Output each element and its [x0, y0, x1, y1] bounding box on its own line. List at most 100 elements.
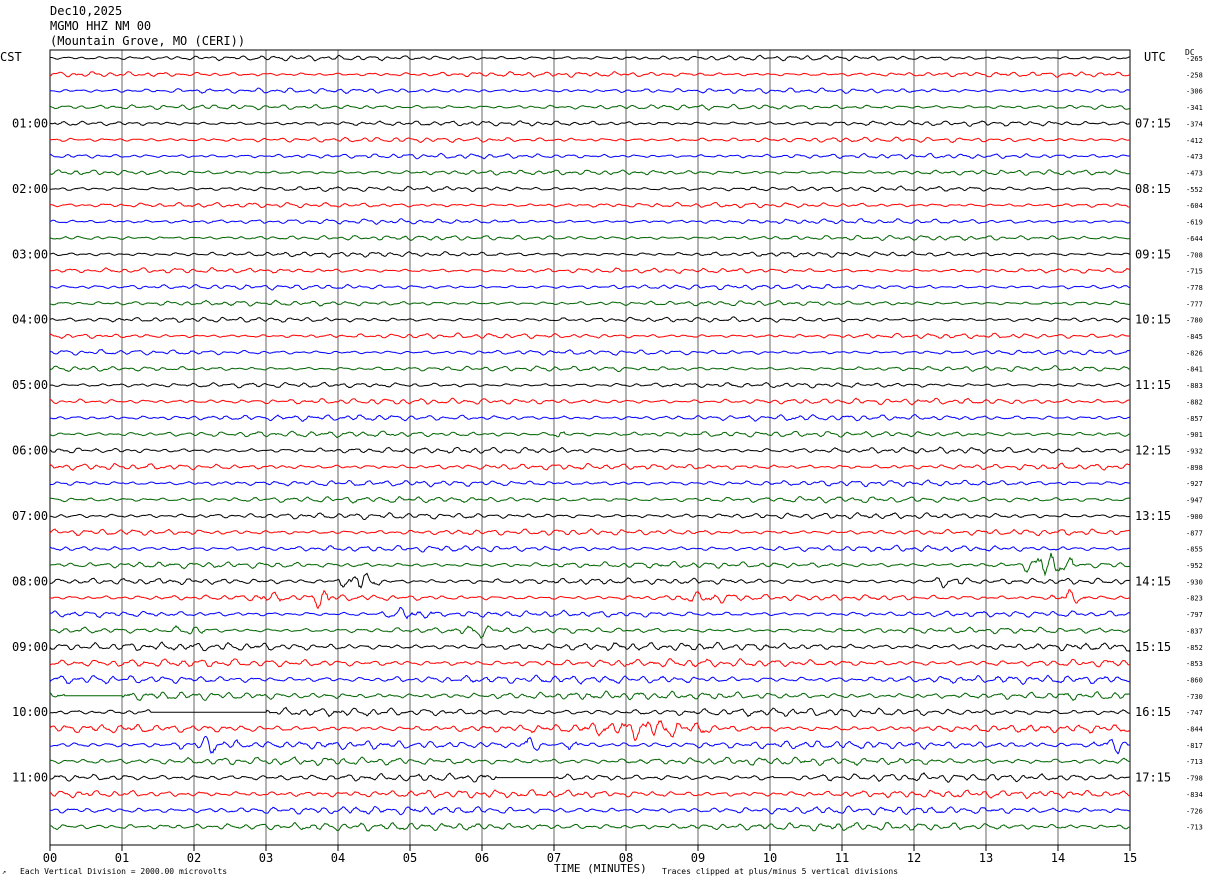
x-tick-label: 01 [115, 851, 129, 865]
seismic-trace [49, 735, 1131, 755]
dc-offset-label: -708 [1186, 251, 1203, 259]
x-tick-label: 08 [619, 851, 633, 865]
dc-offset-label: -797 [1186, 611, 1203, 619]
dc-offset-label: -930 [1186, 578, 1203, 586]
footer-scale-note: Each Vertical Division = 2000.00 microvo… [20, 867, 228, 876]
seismic-trace [49, 756, 1131, 767]
seismic-trace [49, 690, 1131, 702]
left-hour-label: 03:00 [12, 247, 48, 261]
seismic-trace [49, 71, 1131, 78]
x-tick-label: 15 [1123, 851, 1137, 865]
seismic-trace [49, 152, 1131, 160]
dc-offset-label: -265 [1186, 55, 1203, 63]
dc-offset-label: -882 [1186, 398, 1203, 406]
seismic-trace [49, 185, 1131, 193]
right-timezone: UTC [1144, 50, 1166, 64]
dc-offset-label: -730 [1186, 693, 1203, 701]
dc-offset-label: -834 [1186, 791, 1203, 799]
dc-offset-label: -604 [1186, 202, 1203, 210]
x-tick-label: 02 [187, 851, 201, 865]
dc-offset-label: -877 [1186, 529, 1203, 537]
seismic-trace [49, 430, 1131, 439]
left-hour-label: 04:00 [12, 313, 48, 327]
seismic-trace [49, 821, 1131, 832]
dc-offset-label: -726 [1186, 807, 1203, 815]
dc-offset-label: -715 [1186, 268, 1203, 276]
dc-offset-label: -860 [1186, 676, 1203, 684]
dc-offset-label: -883 [1186, 382, 1203, 390]
seismic-trace [49, 479, 1131, 488]
x-tick-label: 14 [1051, 851, 1065, 865]
seismic-trace [49, 120, 1131, 127]
dc-offset-label: -777 [1186, 300, 1203, 308]
left-hour-label: 01:00 [12, 116, 48, 130]
x-tick-label: 11 [835, 851, 849, 865]
seismic-trace [49, 365, 1131, 372]
dc-offset-label: -857 [1186, 415, 1203, 423]
dc-offset-label: -258 [1186, 71, 1203, 79]
seismic-trace [49, 169, 1131, 176]
left-hour-label: 02:00 [12, 182, 48, 196]
seismic-trace [49, 789, 1130, 800]
dc-offset-label: -844 [1186, 726, 1203, 734]
seismic-trace [49, 316, 1131, 323]
dc-offset-label: -826 [1186, 349, 1203, 357]
dc-offset-label: -374 [1186, 120, 1203, 128]
right-hour-label: 16:15 [1135, 705, 1171, 719]
dc-offset-label: -947 [1186, 497, 1203, 505]
seismic-trace [49, 397, 1131, 406]
right-hour-label: 14:15 [1135, 574, 1171, 588]
seismic-trace [49, 572, 1131, 589]
seismic-trace [49, 719, 1131, 742]
dc-offset-label: -817 [1186, 742, 1203, 750]
seismic-trace [50, 267, 1131, 275]
dc-offset-label: -853 [1186, 660, 1203, 668]
footer-clip-note: Traces clipped at plus/minus 5 vertical … [662, 867, 899, 876]
dc-offset-label: -778 [1186, 284, 1203, 292]
seismic-trace [49, 606, 1131, 620]
dc-offset-label: -900 [1186, 513, 1203, 521]
x-tick-label: 09 [691, 851, 705, 865]
seismic-trace [49, 805, 1131, 816]
seismic-trace [49, 136, 1130, 144]
x-axis-title: TIME (MINUTES) [554, 862, 647, 875]
x-tick-label: 12 [907, 851, 921, 865]
x-tick-label: 00 [43, 851, 57, 865]
dc-offset-label: -952 [1186, 562, 1203, 570]
dc-offset-label: -837 [1186, 627, 1203, 635]
seismic-trace [49, 462, 1131, 471]
seismic-trace [49, 706, 1130, 718]
seismic-trace [49, 234, 1131, 242]
dc-offset-label: -644 [1186, 235, 1203, 243]
dc-offset-label: -552 [1186, 186, 1203, 194]
dc-label: DC [1185, 48, 1195, 57]
left-hour-label: 06:00 [12, 444, 48, 458]
right-hour-label: 17:15 [1135, 771, 1171, 785]
dc-offset-label: -927 [1186, 480, 1203, 488]
seismic-trace [49, 512, 1130, 520]
x-tick-label: 07 [547, 851, 561, 865]
right-hour-label: 15:15 [1135, 640, 1171, 654]
dc-offset-label: -713 [1186, 824, 1203, 832]
seismic-trace [49, 348, 1131, 356]
left-hour-label: 11:00 [12, 771, 48, 785]
dc-offset-label: -713 [1186, 758, 1203, 766]
seismic-trace [49, 103, 1131, 111]
seismic-trace [49, 413, 1131, 422]
seismic-trace [49, 446, 1131, 455]
dc-offset-label: -898 [1186, 464, 1203, 472]
left-hour-label: 10:00 [12, 705, 48, 719]
seismic-trace [49, 641, 1131, 652]
seismic-trace [49, 299, 1131, 307]
x-tick-label: 05 [403, 851, 417, 865]
seismic-trace [49, 552, 1131, 577]
dc-offset-label: -473 [1186, 153, 1203, 161]
dc-offset-label: -306 [1186, 88, 1203, 96]
seismic-trace [49, 674, 1131, 686]
seismic-trace [49, 528, 1131, 537]
dc-offset-label: -341 [1186, 104, 1203, 112]
x-tick-label: 03 [259, 851, 273, 865]
right-hour-label: 12:15 [1135, 444, 1171, 458]
dc-offset-label: -855 [1186, 546, 1203, 554]
